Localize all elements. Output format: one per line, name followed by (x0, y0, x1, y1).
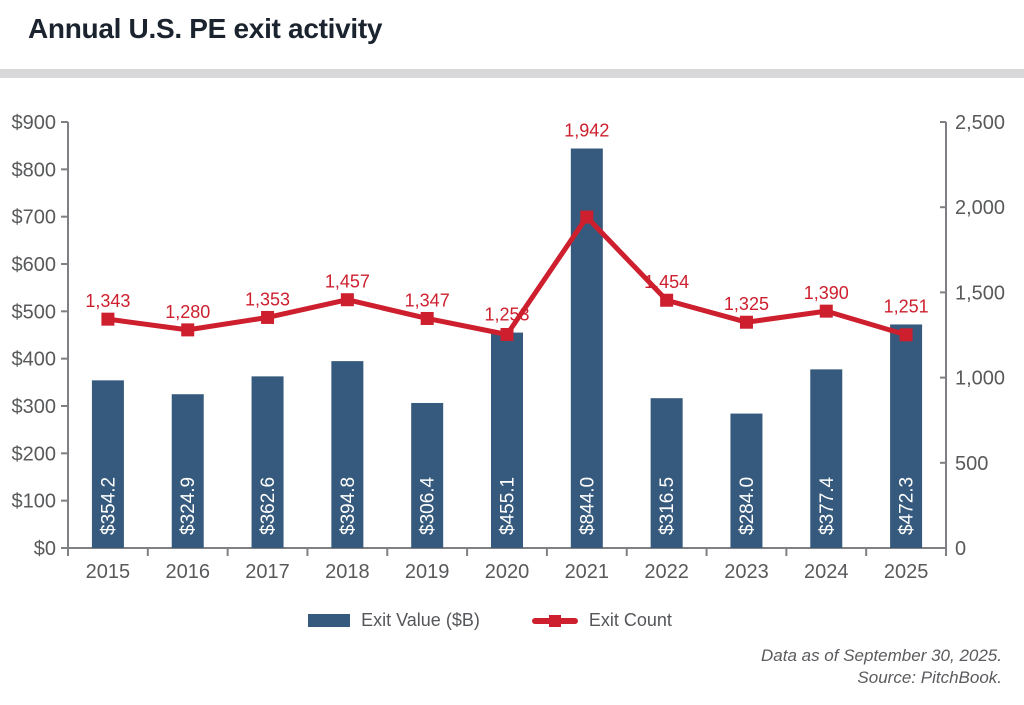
bar-value-label: $362.6 (258, 477, 279, 535)
left-axis-tick-label: $400 (12, 349, 57, 371)
exit-count-label: 1,253 (484, 305, 529, 325)
exit-count-swatch (531, 614, 578, 628)
x-axis-category-label: 2022 (644, 561, 689, 583)
legend-item-exit-value: Exit Value ($B) (308, 610, 480, 631)
left-axis-tick-label: $500 (12, 301, 57, 323)
exit-value-swatch (308, 614, 351, 627)
left-axis-tick-label: $900 (12, 112, 57, 134)
legend-label-exit-value: Exit Value ($B) (361, 610, 480, 630)
exit-count-label: 1,280 (165, 302, 210, 322)
left-axis-tick-label: $700 (12, 207, 57, 229)
right-axis-tick-label: 2,500 (955, 112, 1005, 134)
bar-2024 (810, 369, 843, 548)
bar-value-label: $354.2 (98, 477, 119, 535)
exit-count-label: 1,343 (85, 291, 130, 311)
x-axis-category-label: 2018 (325, 561, 370, 583)
x-axis-category-label: 2023 (724, 561, 769, 583)
x-axis-category-label: 2021 (565, 561, 610, 583)
marker-2020 (500, 327, 514, 341)
bar-value-label: $316.5 (657, 477, 678, 535)
bar-2022 (650, 398, 683, 548)
page-title: Annual U.S. PE exit activity (28, 13, 383, 44)
marker-2024 (819, 304, 833, 318)
marker-2023 (739, 315, 753, 329)
marker-2017 (261, 310, 275, 324)
x-axis-category-label: 2017 (245, 561, 290, 583)
left-axis-tick-label: $100 (12, 491, 57, 513)
x-axis-category-label: 2016 (165, 561, 210, 583)
title-divider (0, 69, 1024, 78)
right-axis-tick-label: 0 (955, 538, 966, 560)
marker-2022 (660, 293, 674, 307)
marker-2025 (899, 328, 913, 342)
bar-2016 (171, 394, 204, 548)
legend-label-exit-count: Exit Count (588, 610, 672, 630)
bar-2018 (331, 361, 364, 548)
bar-value-label: $472.3 (897, 477, 918, 535)
bar-value-label: $455.1 (498, 477, 519, 535)
bar-2023 (730, 413, 763, 548)
exit-count-label: 1,325 (724, 294, 769, 314)
bar-value-label: $284.0 (737, 477, 758, 535)
bar-value-label: $377.4 (817, 476, 838, 535)
marker-2021 (580, 210, 594, 224)
bar-value-label: $394.8 (338, 477, 359, 535)
bar-value-label: $324.9 (178, 477, 199, 535)
left-axis-tick-label: $600 (12, 254, 57, 276)
exit-count-label: 1,942 (564, 121, 609, 141)
bar-2017 (251, 376, 284, 548)
x-axis-category-label: 2025 (884, 561, 929, 583)
x-axis-category-label: 2024 (804, 561, 849, 583)
chart-legend: Exit Value ($B) Exit Count (0, 610, 980, 631)
right-axis-tick-label: 2,000 (955, 197, 1005, 219)
exit-count-label: 1,457 (325, 272, 370, 292)
right-axis-tick-label: 500 (955, 453, 988, 475)
footnote-data-as-of: Data as of September 30, 2025. (761, 646, 1002, 665)
marker-2015 (101, 312, 115, 326)
left-axis-tick-label: $200 (12, 443, 57, 465)
footnote-source: Source: PitchBook. (857, 668, 1002, 687)
marker-2018 (340, 293, 354, 307)
x-axis-category-label: 2015 (86, 561, 131, 583)
bar-2025 (890, 324, 923, 548)
x-axis-category-label: 2020 (485, 561, 530, 583)
exit-count-label: 1,353 (245, 289, 290, 309)
bar-2020 (491, 332, 523, 548)
exit-count-label: 1,454 (644, 272, 689, 292)
marker-2016 (181, 323, 195, 337)
marker-2019 (420, 311, 434, 325)
bar-value-label: $844.0 (577, 477, 598, 535)
exit-count-label: 1,251 (884, 296, 929, 316)
footnote: Data as of September 30, 2025. Source: P… (761, 645, 1002, 689)
left-axis-tick-label: $800 (12, 159, 57, 181)
bar-2019 (411, 402, 444, 548)
left-axis-tick-label: $0 (34, 538, 56, 560)
right-axis-tick-label: 1,000 (955, 368, 1005, 390)
x-axis-category-label: 2019 (405, 561, 450, 583)
bar-value-label: $306.4 (418, 476, 439, 535)
exit-count-label: 1,390 (804, 283, 849, 303)
right-axis-tick-label: 1,500 (955, 282, 1005, 304)
left-axis-tick-label: $300 (12, 396, 57, 418)
exit-count-label: 1,347 (405, 290, 450, 310)
legend-item-exit-count: Exit Count (531, 610, 672, 631)
bar-2015 (91, 380, 124, 548)
